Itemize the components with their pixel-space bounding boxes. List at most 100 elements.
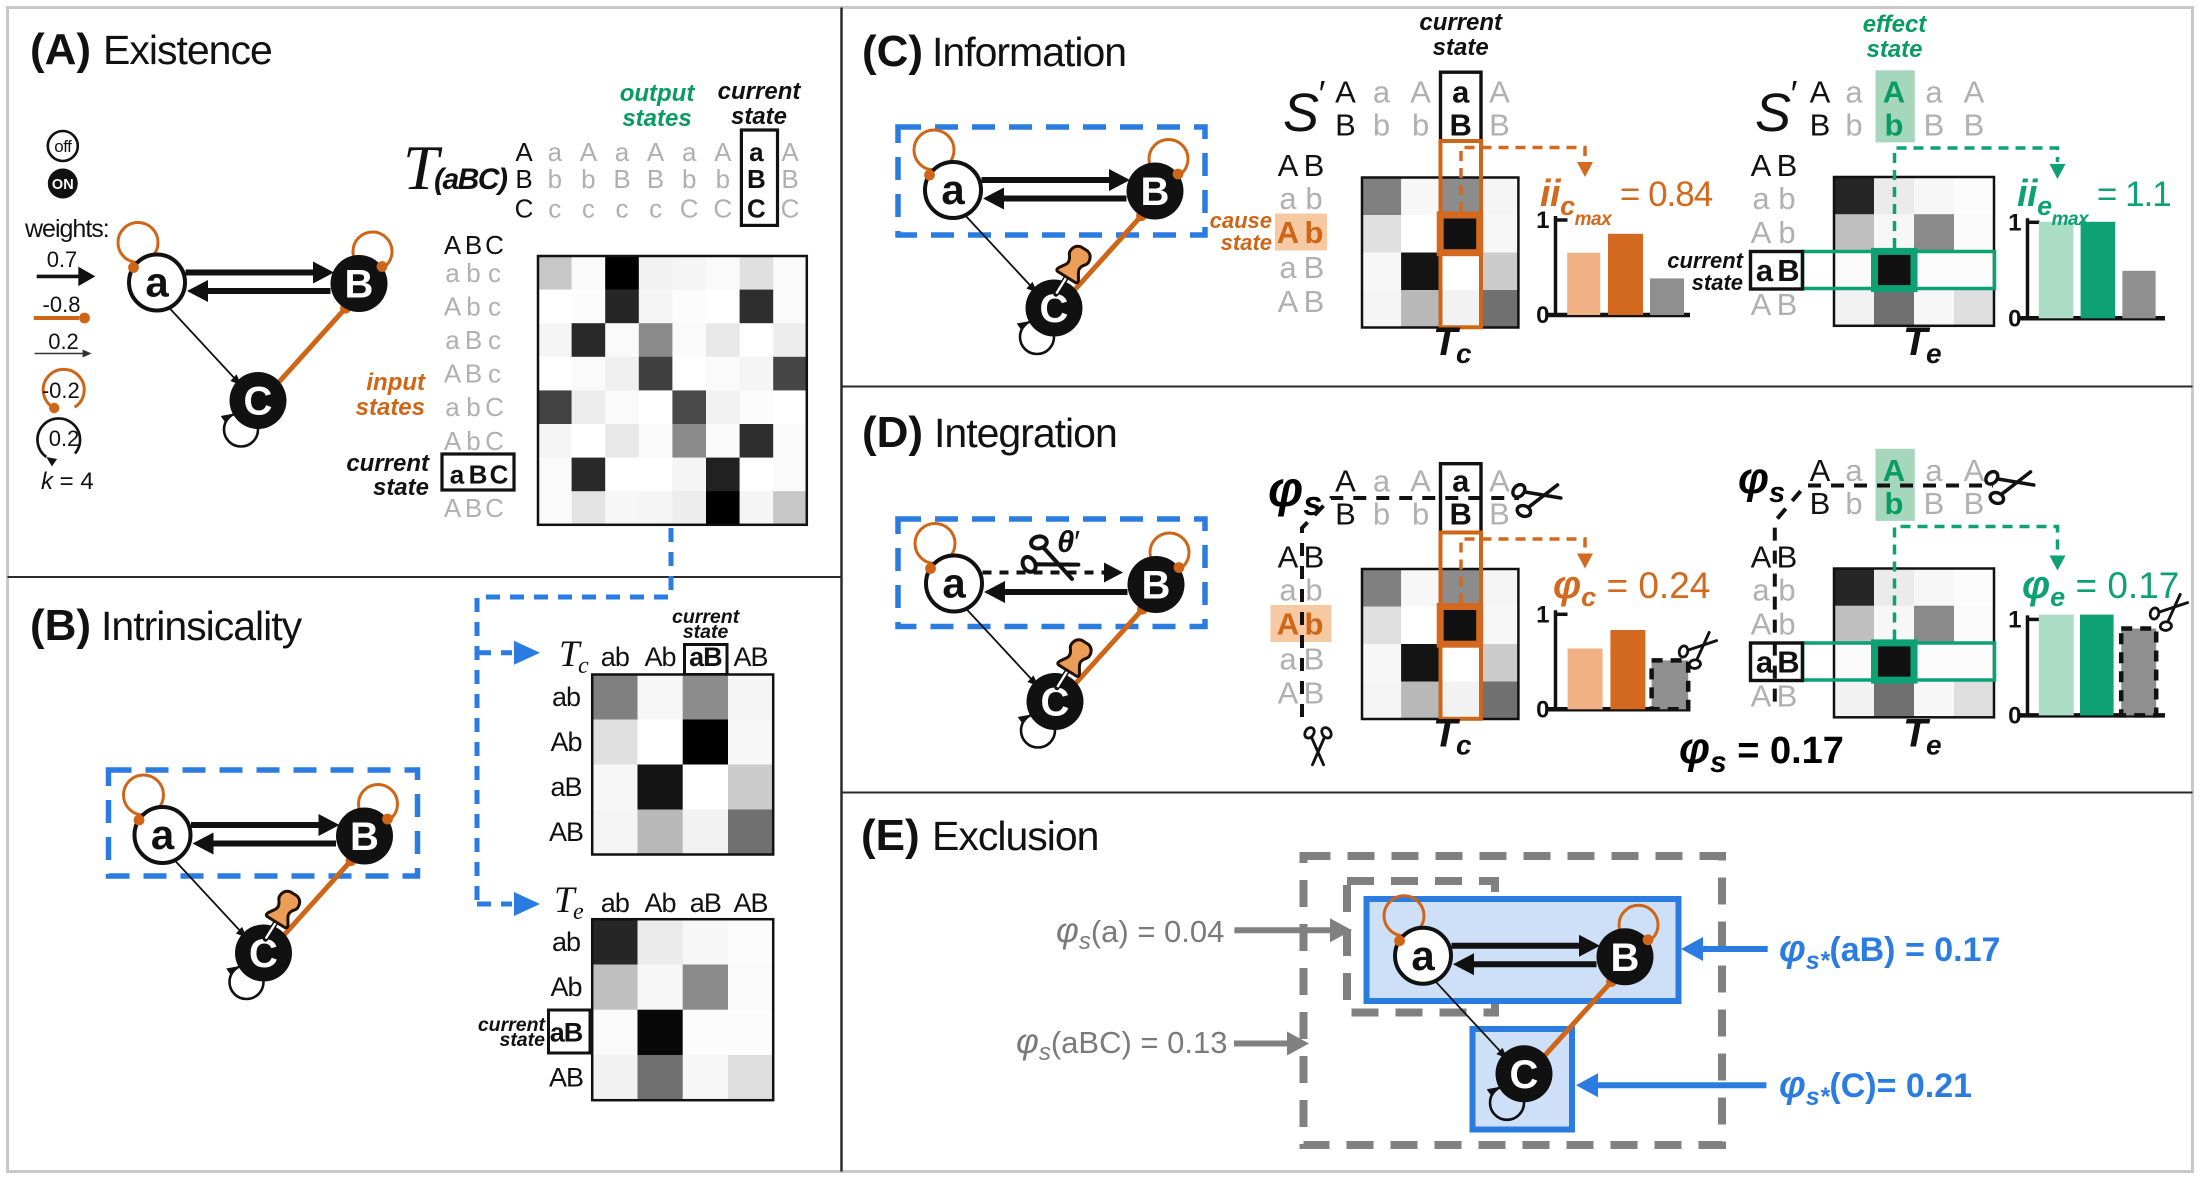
svg-text:Ab: Ab	[645, 642, 676, 672]
svg-text:B: B	[350, 815, 379, 859]
svg-text:b: b	[1778, 607, 1795, 642]
svg-text:B: B	[469, 459, 488, 489]
svg-text:b: b	[716, 164, 730, 194]
svg-text:B: B	[1304, 148, 1325, 183]
svg-text:A: A	[1278, 148, 1299, 183]
svg-text:c: c	[1456, 730, 1472, 761]
svg-text:b: b	[1778, 573, 1795, 608]
svg-text:B: B	[1304, 284, 1325, 319]
svg-text:S: S	[1755, 83, 1791, 143]
svg-text:effect: effect	[1863, 11, 1928, 38]
svg-text:b: b	[1778, 181, 1795, 216]
svg-text:C: C	[490, 459, 509, 489]
svg-text:a: a	[1279, 573, 1297, 608]
svg-text:current: current	[1419, 9, 1503, 36]
svg-text:A: A	[1810, 75, 1831, 110]
svg-text:T: T	[554, 880, 577, 921]
svg-text:k = 4: k = 4	[41, 468, 94, 495]
svg-text:A: A	[1335, 75, 1356, 110]
svg-text:A: A	[1964, 453, 1985, 488]
svg-text:A: A	[1410, 464, 1431, 499]
svg-text:0.2: 0.2	[49, 426, 80, 451]
svg-text:A: A	[1278, 540, 1299, 575]
svg-text:φs = 0.17: φs = 0.17	[1679, 724, 1844, 779]
svg-text:a: a	[1756, 253, 1774, 288]
svg-text:aB: aB	[689, 642, 722, 672]
svg-text:B: B	[747, 164, 766, 194]
svg-text:C: C	[713, 194, 732, 224]
svg-text:B: B	[1810, 108, 1831, 143]
svg-text:A: A	[1278, 284, 1299, 319]
svg-text:T: T	[1903, 320, 1931, 364]
svg-text:Existence: Existence	[103, 27, 272, 73]
svg-text:state: state	[683, 621, 729, 643]
svg-text:B: B	[515, 164, 532, 194]
svg-text:B: B	[1450, 497, 1472, 532]
svg-text:A: A	[444, 359, 462, 389]
svg-text:current: current	[672, 606, 741, 628]
svg-text:a: a	[1279, 642, 1297, 677]
svg-text:1: 1	[1536, 601, 1549, 628]
svg-text:A: A	[1410, 75, 1431, 110]
svg-text:A: A	[1489, 75, 1510, 110]
svg-text:b: b	[466, 392, 480, 422]
svg-text:1: 1	[2008, 209, 2021, 236]
svg-text:B: B	[345, 263, 374, 307]
svg-text:current: current	[346, 450, 430, 477]
svg-text:B: B	[1489, 497, 1510, 532]
svg-text:B: B	[1964, 486, 1985, 521]
svg-text:φs(aBC) = 0.13: φs(aBC) = 0.13	[1016, 1022, 1227, 1066]
svg-text:current: current	[478, 1014, 547, 1036]
svg-text:a: a	[1373, 75, 1391, 110]
svg-text:b: b	[1305, 181, 1322, 216]
svg-text:φs*(C)= 0.21: φs*(C)= 0.21	[1779, 1064, 1972, 1111]
svg-text:b: b	[1412, 108, 1429, 143]
svg-text:B: B	[1450, 108, 1472, 143]
svg-text:φs: φs	[1268, 461, 1322, 523]
svg-text:A: A	[444, 291, 462, 321]
svg-text:T: T	[1903, 712, 1931, 756]
svg-text:a: a	[941, 166, 965, 213]
svg-text:c: c	[578, 653, 589, 679]
svg-text:a: a	[749, 137, 764, 167]
svg-text:states: states	[622, 105, 691, 132]
svg-text:A: A	[1751, 540, 1772, 575]
svg-text:B: B	[1777, 540, 1798, 575]
svg-text:Ab: Ab	[550, 972, 581, 1002]
svg-text:C: C	[485, 493, 504, 523]
svg-text:state: state	[1221, 230, 1272, 255]
svg-text:B: B	[781, 164, 798, 194]
svg-text:-0.8: -0.8	[43, 292, 81, 317]
svg-text:a: a	[548, 137, 563, 167]
svg-text:T: T	[403, 132, 443, 203]
svg-text:A: A	[1335, 464, 1356, 499]
svg-text:a: a	[1279, 181, 1297, 216]
svg-text:a: a	[445, 325, 460, 355]
svg-text:A: A	[1751, 287, 1772, 322]
svg-text:B: B	[1611, 936, 1640, 980]
svg-text:B: B	[1304, 540, 1325, 575]
svg-text:0: 0	[1536, 696, 1549, 723]
svg-text:c: c	[488, 291, 501, 321]
svg-text:a: a	[1411, 932, 1435, 979]
svg-text:A: A	[444, 230, 462, 260]
svg-text:B: B	[465, 359, 482, 389]
svg-text:c: c	[582, 194, 595, 224]
svg-text:A: A	[1751, 679, 1772, 714]
svg-text:B: B	[613, 164, 630, 194]
svg-text:a: a	[1452, 464, 1470, 499]
svg-text:Integration: Integration	[934, 410, 1117, 456]
svg-text:A: A	[1751, 215, 1772, 250]
svg-text:A: A	[781, 137, 799, 167]
svg-text:C: C	[781, 194, 800, 224]
svg-text:a: a	[1452, 75, 1470, 110]
svg-text:B: B	[1924, 108, 1945, 143]
svg-text:state: state	[731, 103, 787, 130]
svg-text:B: B	[1304, 250, 1325, 285]
svg-text:Ab: Ab	[550, 727, 581, 757]
svg-text:a: a	[450, 459, 465, 489]
svg-text:e: e	[573, 899, 584, 925]
svg-text:Ab: Ab	[645, 888, 676, 918]
svg-text:AB: AB	[734, 642, 768, 672]
svg-text:b: b	[466, 291, 480, 321]
